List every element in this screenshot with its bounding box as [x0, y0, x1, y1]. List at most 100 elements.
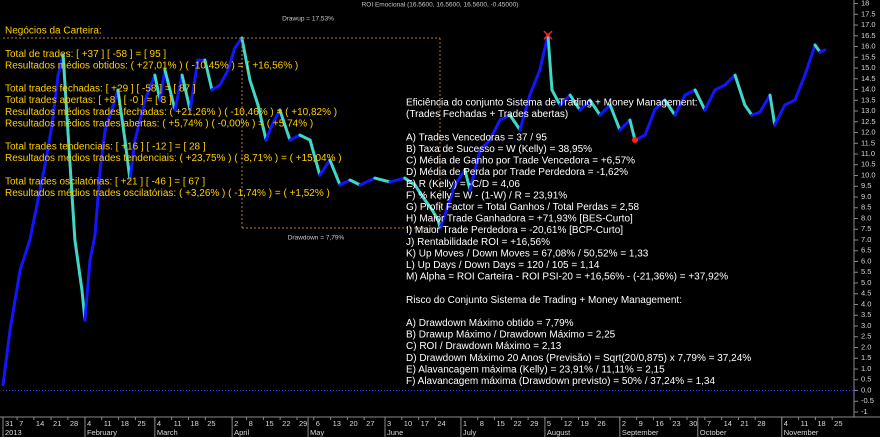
line-segment — [608, 103, 622, 132]
y-tick-label: 6.5 — [861, 246, 871, 255]
y-tick-label: 4.0 — [861, 299, 871, 308]
x-tick-label: 10 — [404, 419, 412, 428]
x-tick-label: 1 — [463, 419, 467, 428]
line-segment — [328, 158, 342, 187]
y-tick-label: -1 — [861, 407, 868, 416]
x-tick-label: 21 — [740, 419, 748, 428]
y-tick-label: 15.5 — [861, 52, 876, 61]
x-tick-label: 30 — [689, 419, 697, 428]
right-panel-line: D) Drawdown Máximo 20 Anos (Previsão) = … — [406, 353, 751, 364]
x-tick-label: 15 — [497, 419, 505, 428]
month-label: October — [700, 428, 727, 437]
x-tick-label: 31 — [5, 419, 13, 428]
left-panel-line: Resultados médios trades abertas: ( +5,7… — [5, 118, 313, 129]
x-tick-label: 22 — [513, 419, 521, 428]
month-label: February — [87, 428, 117, 437]
line-segment — [628, 118, 637, 142]
x-tick-label: 12 — [564, 419, 572, 428]
left-panel-line: Resultados médios obtidos: ( +27,01% ) (… — [5, 60, 298, 71]
line-segment — [308, 138, 322, 177]
x-tick-label: 28 — [70, 419, 78, 428]
month-label: July — [463, 428, 477, 437]
line-segment — [83, 258, 92, 322]
left-panel-line: Negócios da Carteira: — [5, 26, 102, 37]
line-segment — [248, 78, 260, 107]
line-segment — [443, 183, 457, 217]
line-segment — [1, 328, 12, 387]
y-tick-label: 3.0 — [861, 321, 871, 330]
x-tick-label: 28 — [757, 419, 765, 428]
line-segment — [498, 113, 512, 122]
x-tick-label: 11 — [104, 419, 112, 428]
line-segment — [93, 168, 102, 237]
line-segment — [478, 138, 492, 152]
line-segment — [643, 108, 657, 137]
line-segment — [163, 68, 177, 112]
line-segment — [733, 73, 747, 107]
x-tick-label: 15 — [265, 419, 273, 428]
y-tick-label: 17.5 — [861, 9, 876, 18]
line-segment — [673, 93, 687, 117]
line-segment — [403, 176, 417, 187]
line-segment — [438, 213, 447, 230]
y-tick-label: 5.0 — [861, 278, 871, 287]
line-segment — [116, 88, 127, 142]
peak-marker — [543, 30, 553, 40]
month-label: May — [310, 428, 324, 437]
y-tick-label: 13.0 — [861, 106, 876, 115]
right-panel-line: L) Up Days / Down Days = 120 / 105 = 1,1… — [406, 260, 600, 271]
line-segment — [546, 33, 554, 92]
y-tick-label: 8.5 — [861, 203, 871, 212]
x-tick-label: 9 — [639, 419, 643, 428]
line-segment — [158, 68, 167, 102]
month-label: March — [157, 428, 178, 437]
line-segment — [598, 103, 612, 117]
x-tick-label: 14 — [36, 419, 44, 428]
right-panel-line: B) Taxa de Sucesso = W (Kelly) = 38,95% — [406, 144, 592, 155]
line-segment — [723, 73, 737, 87]
line-segment — [278, 108, 292, 142]
month-label: September — [622, 428, 659, 437]
right-panel-line: A) Drawdown Máximo obtido = 7,79% — [406, 318, 574, 329]
y-tick-label: 13.5 — [861, 95, 876, 104]
line-segment — [430, 208, 440, 222]
x-tick-label: 14 — [724, 419, 732, 428]
right-panel-line: F) % Kelly = W - (1-W) / R = 23,91% — [406, 190, 567, 201]
line-segment — [240, 36, 252, 82]
line-segment — [36, 163, 47, 202]
y-tick-label: 1.5 — [861, 353, 871, 362]
y-tick-label: 16.5 — [861, 31, 876, 40]
y-tick-label: 16.0 — [861, 42, 876, 51]
x-tick-label: 18 — [190, 419, 198, 428]
line-segment — [463, 168, 472, 192]
month-label: August — [547, 428, 571, 437]
line-segment — [528, 68, 542, 97]
left-panel-line: Resultados médios trades oscilatórias: (… — [5, 188, 330, 199]
x-tick-label: 11 — [801, 419, 809, 428]
y-tick-label: 8.0 — [861, 213, 871, 222]
line-segment — [50, 73, 60, 127]
line-segment — [88, 233, 97, 262]
line-segment — [773, 103, 787, 127]
right-panel-line: (Trades Fechadas + Trades abertas) — [406, 109, 568, 120]
x-tick-label: 8 — [480, 419, 484, 428]
chart-title: ROI Emocional (16.5600, 16.5600, 16.5600… — [362, 2, 519, 9]
x-tick-label: 27 — [366, 419, 374, 428]
x-tick-label: 25 — [137, 419, 145, 428]
line-segment — [453, 168, 467, 187]
right-panel-line: G) Profit Factor = Total Ganhos / Total … — [406, 202, 640, 213]
right-panel-line: C) Média de Ganho por Trade Vencedora = … — [406, 156, 635, 167]
right-panel-line: K) Up Moves / Down Moves = 67,08% / 50,5… — [406, 248, 649, 259]
line-segment — [388, 176, 407, 184]
x-tick-label: 13 — [333, 419, 341, 428]
line-segment — [210, 83, 222, 92]
line-segment — [653, 98, 667, 112]
line-segment — [783, 98, 797, 107]
x-tick-label: 5 — [547, 419, 551, 428]
x-tick-label: 7 — [19, 419, 23, 428]
line-segment — [518, 93, 532, 132]
x-tick-label: 6 — [316, 419, 320, 428]
line-segment — [153, 73, 162, 102]
line-segment — [188, 58, 200, 112]
